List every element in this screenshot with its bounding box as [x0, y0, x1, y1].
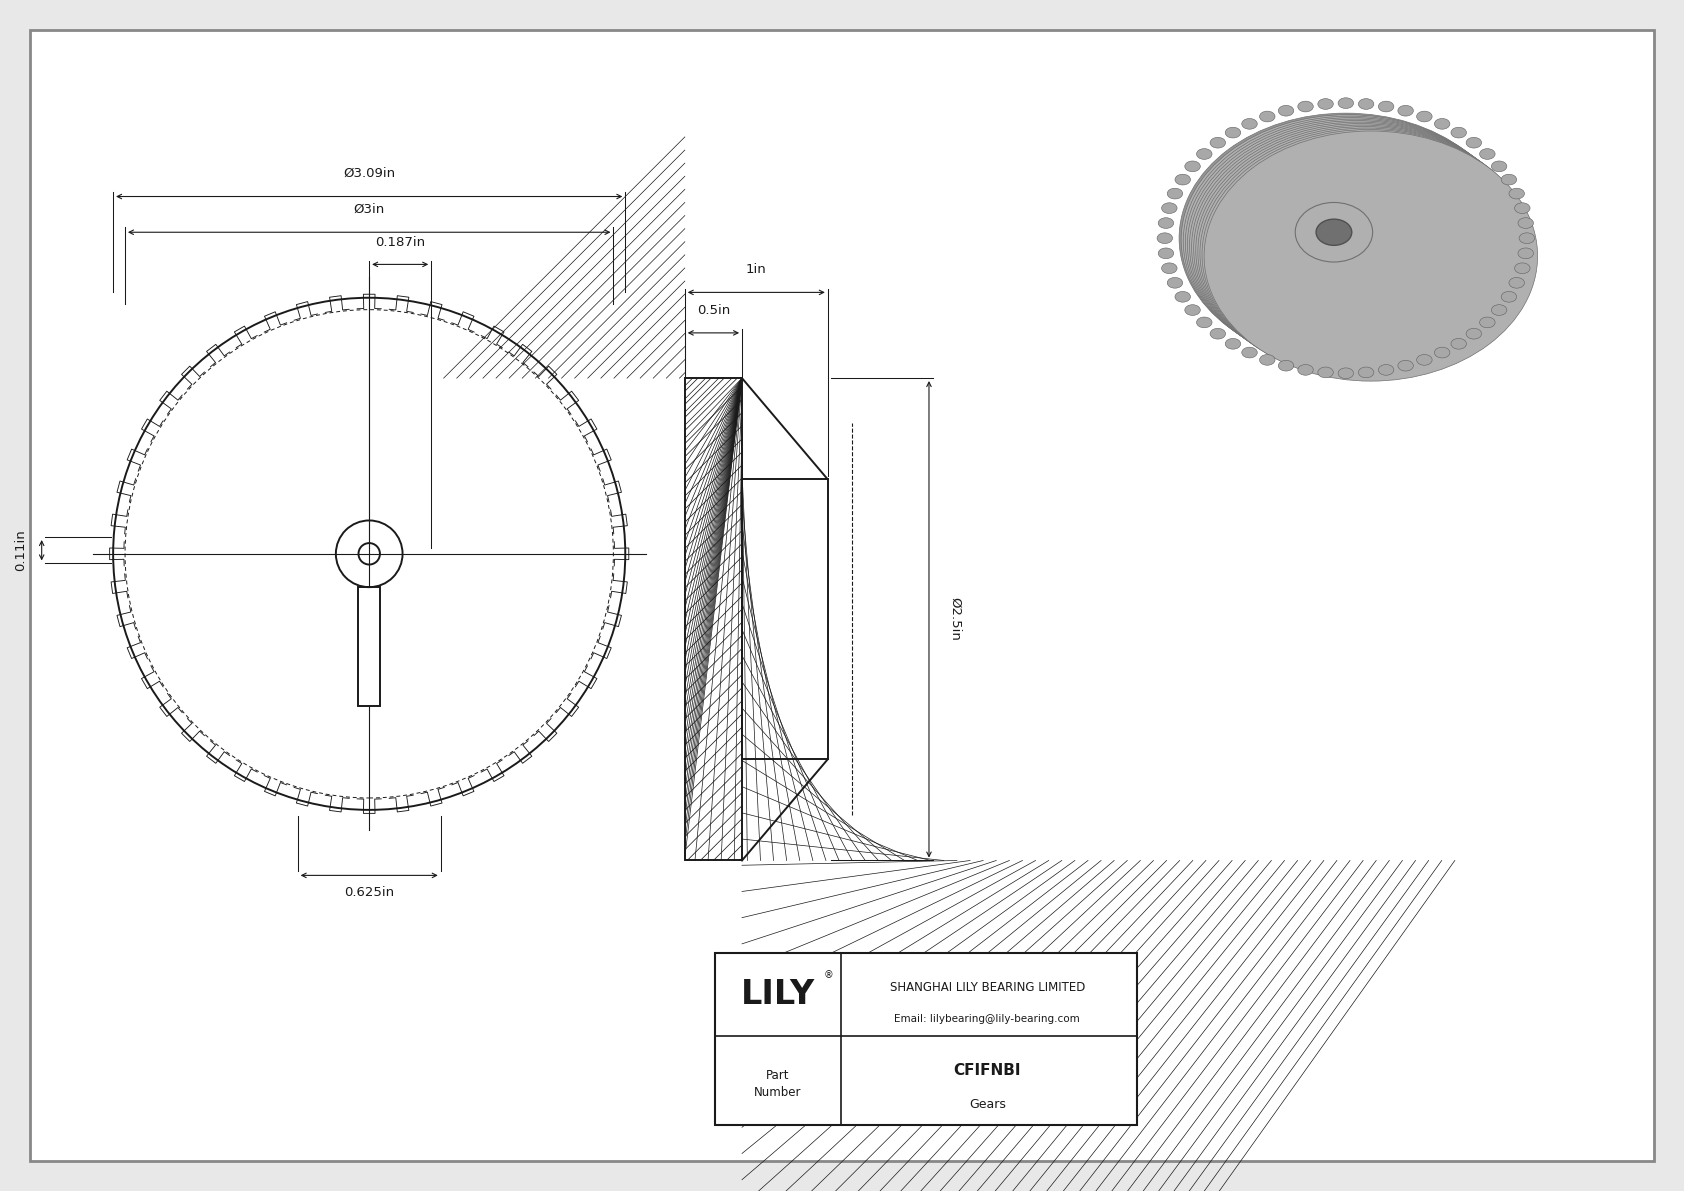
Ellipse shape — [1186, 305, 1201, 316]
Ellipse shape — [1278, 361, 1293, 372]
Bar — [685, 379, 743, 860]
Text: Ø3in: Ø3in — [354, 202, 386, 216]
Ellipse shape — [1519, 232, 1534, 244]
Ellipse shape — [1194, 124, 1527, 374]
Ellipse shape — [1186, 161, 1201, 172]
Ellipse shape — [1379, 364, 1394, 375]
Ellipse shape — [1189, 120, 1522, 370]
Ellipse shape — [1159, 248, 1174, 258]
Text: LILY: LILY — [741, 978, 815, 1011]
Ellipse shape — [1517, 218, 1534, 229]
Text: 0.187in: 0.187in — [376, 236, 426, 249]
Ellipse shape — [1241, 118, 1258, 129]
Circle shape — [108, 292, 632, 816]
Ellipse shape — [1298, 101, 1314, 112]
Ellipse shape — [1162, 202, 1177, 213]
Text: 0.5in: 0.5in — [697, 305, 731, 317]
Ellipse shape — [1162, 263, 1177, 274]
Text: 0.625in: 0.625in — [344, 886, 394, 899]
Ellipse shape — [1186, 118, 1519, 368]
Ellipse shape — [1167, 188, 1182, 199]
Ellipse shape — [1202, 130, 1536, 380]
Ellipse shape — [1260, 355, 1275, 366]
Bar — [359, 587, 381, 706]
Ellipse shape — [1514, 263, 1531, 274]
Text: Email: lilybearing@lily-bearing.com: Email: lilybearing@lily-bearing.com — [894, 1015, 1079, 1024]
Ellipse shape — [1317, 219, 1352, 245]
Ellipse shape — [1180, 114, 1514, 364]
Bar — [743, 480, 829, 760]
Ellipse shape — [1514, 202, 1531, 213]
Ellipse shape — [1211, 137, 1226, 148]
Ellipse shape — [1175, 292, 1191, 303]
Ellipse shape — [1196, 125, 1529, 375]
Ellipse shape — [1179, 113, 1512, 363]
Text: Ø2.5in: Ø2.5in — [948, 598, 962, 641]
Ellipse shape — [1278, 105, 1293, 116]
Ellipse shape — [1500, 292, 1517, 303]
Ellipse shape — [1500, 174, 1517, 185]
Ellipse shape — [1359, 99, 1374, 110]
Ellipse shape — [1467, 329, 1482, 339]
Ellipse shape — [1226, 338, 1241, 349]
Ellipse shape — [1298, 364, 1314, 375]
Ellipse shape — [1167, 278, 1182, 288]
Ellipse shape — [1435, 348, 1450, 358]
Text: CFIFNBI: CFIFNBI — [953, 1062, 1021, 1078]
Ellipse shape — [1480, 317, 1495, 328]
Ellipse shape — [1339, 98, 1354, 108]
Ellipse shape — [1159, 218, 1174, 229]
Text: SHANGHAI LILY BEARING LIMITED: SHANGHAI LILY BEARING LIMITED — [889, 981, 1084, 993]
Ellipse shape — [1398, 105, 1413, 116]
Ellipse shape — [1204, 131, 1537, 381]
Text: Ø3.09in: Ø3.09in — [344, 167, 396, 180]
Text: 1in: 1in — [746, 263, 766, 276]
Ellipse shape — [1339, 368, 1354, 379]
Ellipse shape — [1467, 137, 1482, 148]
Ellipse shape — [1517, 248, 1534, 258]
Text: ®: ® — [823, 971, 834, 980]
Ellipse shape — [1197, 126, 1531, 376]
Ellipse shape — [1226, 127, 1241, 138]
Ellipse shape — [1398, 361, 1413, 372]
Ellipse shape — [1201, 127, 1534, 378]
Ellipse shape — [1157, 232, 1172, 244]
Ellipse shape — [1480, 149, 1495, 160]
Ellipse shape — [1416, 355, 1431, 366]
Ellipse shape — [1379, 101, 1394, 112]
Ellipse shape — [1319, 99, 1334, 110]
Text: Gears: Gears — [968, 1098, 1005, 1111]
Ellipse shape — [1319, 367, 1334, 378]
Ellipse shape — [1452, 338, 1467, 349]
Ellipse shape — [1211, 329, 1226, 339]
Ellipse shape — [1241, 348, 1258, 358]
Ellipse shape — [1509, 278, 1524, 288]
Ellipse shape — [1509, 188, 1524, 199]
Ellipse shape — [1416, 111, 1431, 121]
Ellipse shape — [1197, 149, 1212, 160]
Ellipse shape — [1175, 174, 1191, 185]
Text: 0.11in: 0.11in — [13, 529, 27, 572]
Ellipse shape — [1197, 317, 1212, 328]
Ellipse shape — [1187, 119, 1521, 369]
Ellipse shape — [1452, 127, 1467, 138]
Ellipse shape — [1492, 305, 1507, 316]
Text: Part
Number: Part Number — [754, 1070, 802, 1099]
Ellipse shape — [1260, 111, 1275, 121]
Ellipse shape — [1192, 121, 1526, 372]
Ellipse shape — [1184, 117, 1517, 366]
Ellipse shape — [1359, 367, 1374, 378]
Bar — [685, 379, 743, 860]
Ellipse shape — [1435, 118, 1450, 129]
Bar — [714, 953, 1137, 1125]
Ellipse shape — [1492, 161, 1507, 172]
